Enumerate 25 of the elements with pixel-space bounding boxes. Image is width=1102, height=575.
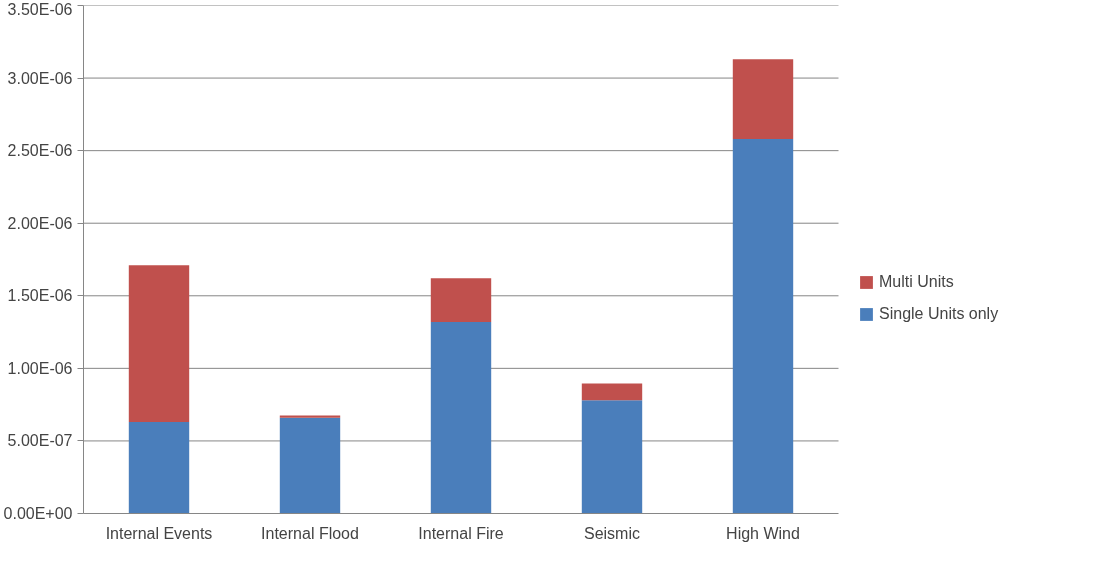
y-tick-label: 2.00E-06 — [7, 214, 73, 232]
x-tick-label: Internal Events — [105, 524, 213, 542]
legend-label: Single Units only — [879, 305, 999, 323]
y-tick-label: 0.00E+00 — [3, 505, 73, 522]
x-tick-label: High Wind — [726, 524, 800, 542]
x-tick-label: Internal Flood — [261, 524, 359, 542]
bar — [732, 59, 794, 140]
y-tick-label: 5.00E-07 — [7, 432, 73, 450]
bar — [128, 422, 190, 514]
bar — [128, 265, 190, 423]
bar — [430, 321, 492, 514]
y-tick-label: 1.50E-06 — [7, 287, 73, 305]
bar — [732, 139, 794, 514]
bar — [279, 415, 341, 418]
y-tick-label: 3.00E-06 — [7, 69, 73, 87]
y-tick-label: 3.50E-06 — [7, 0, 73, 18]
x-tick-label: Internal Fire — [418, 524, 504, 542]
bar — [581, 383, 643, 401]
y-tick-label: 1.00E-06 — [7, 359, 73, 377]
bar — [581, 400, 643, 514]
legend-label: Multi Units — [879, 273, 954, 291]
bar — [279, 417, 341, 514]
bar — [430, 278, 492, 322]
x-tick-label: Seismic — [584, 524, 641, 542]
y-tick-label: 2.50E-06 — [7, 142, 73, 160]
